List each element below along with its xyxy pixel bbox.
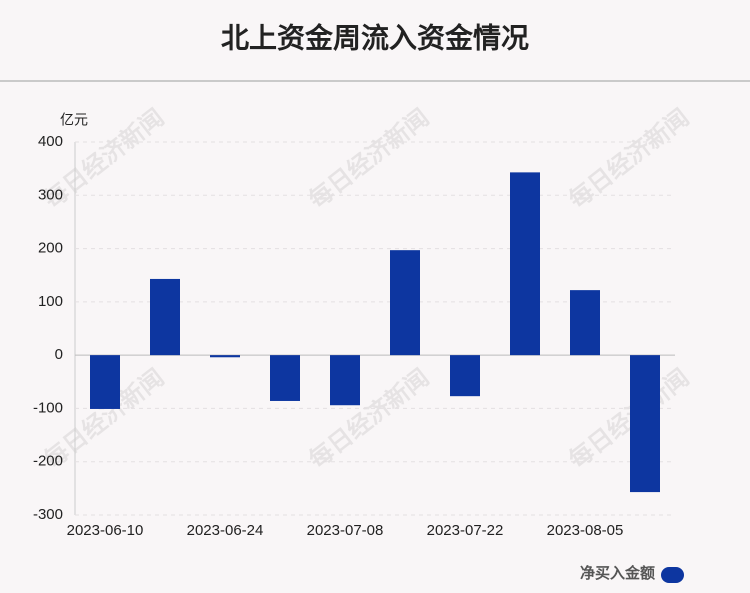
- x-tick-label: 2023-07-22: [427, 522, 504, 539]
- bar: [210, 355, 240, 358]
- x-tick-label: 2023-08-05: [547, 522, 624, 539]
- x-tick-label: 2023-06-10: [67, 522, 144, 539]
- y-tick-label: 100: [38, 293, 63, 310]
- bar: [270, 355, 300, 401]
- legend-swatch: [661, 567, 684, 583]
- y-tick-label: 400: [38, 133, 63, 150]
- y-tick-label: -300: [33, 506, 63, 523]
- bar: [510, 172, 540, 356]
- bar: [570, 290, 600, 356]
- y-tick-label: -100: [33, 399, 63, 416]
- x-tick-label: 2023-06-24: [187, 522, 264, 539]
- y-unit: 亿元: [60, 112, 88, 128]
- chart-title: 北上资金周流入资金情况: [221, 21, 529, 53]
- bar: [390, 250, 420, 356]
- legend-label: 净买入金额: [580, 564, 655, 582]
- bar: [630, 355, 660, 493]
- y-tick-label: 300: [38, 186, 63, 203]
- y-tick-label: 200: [38, 240, 63, 257]
- bar: [450, 355, 480, 397]
- bar: [150, 278, 180, 356]
- bar: [330, 355, 360, 406]
- bar: [90, 355, 120, 409]
- y-tick-label: -200: [33, 453, 63, 470]
- y-tick-label: 0: [55, 346, 63, 363]
- x-tick-label: 2023-07-08: [307, 522, 384, 539]
